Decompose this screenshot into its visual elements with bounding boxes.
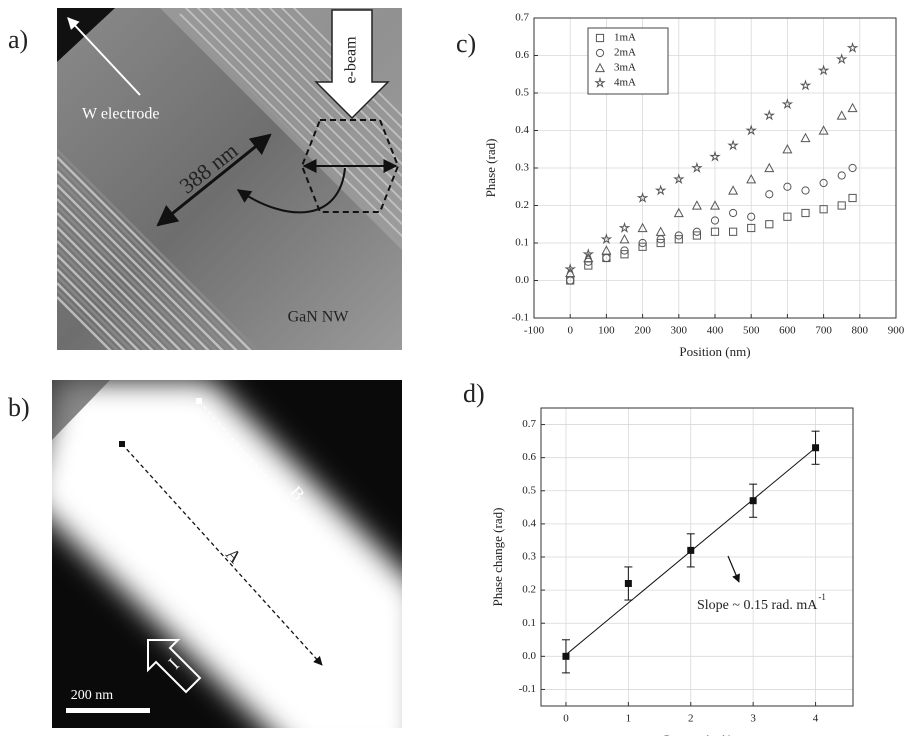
y-tick-label: 0.2 (522, 584, 536, 596)
y-tick-label: -0.1 (512, 312, 529, 324)
y-axis-label: Phase change (rad) (490, 508, 505, 607)
x-tick-label: 0 (567, 325, 573, 337)
annotation: e-beam (343, 36, 360, 84)
x-axis-label: Current (mA) (661, 732, 732, 736)
data-point (730, 209, 737, 216)
x-tick-label: 600 (779, 325, 796, 337)
x-tick-label: 3 (750, 713, 756, 725)
data-point (838, 111, 846, 119)
y-tick-label: 0.0 (522, 650, 536, 662)
annotation-arrow (728, 556, 739, 582)
x-tick-label: 400 (707, 325, 724, 337)
x-tick-label: 0 (563, 713, 569, 725)
data-point (657, 186, 665, 194)
legend-label: 4mA (614, 77, 636, 89)
data-point (802, 187, 809, 194)
y-tick-label: 0.4 (515, 124, 529, 136)
data-point (838, 55, 846, 63)
y-tick-label: 0.0 (515, 274, 529, 286)
data-point (657, 228, 665, 236)
x-tick-label: 900 (888, 325, 904, 337)
panel-label: c) (456, 29, 476, 58)
y-tick-label: 0.1 (515, 237, 529, 249)
y-tick-label: 0.5 (522, 484, 536, 496)
y-tick-label: 0.7 (515, 12, 529, 24)
y-tick-label: 0.7 (522, 418, 536, 430)
data-point (848, 104, 856, 112)
x-tick-label: 700 (815, 325, 832, 337)
x-tick-label: 200 (634, 325, 651, 337)
data-point (812, 444, 819, 451)
y-tick-label: 0.5 (515, 87, 529, 99)
data-point (801, 81, 809, 89)
data-point (729, 186, 737, 194)
data-point (693, 164, 701, 172)
data-point (838, 172, 845, 179)
legend-label: 3mA (614, 62, 636, 74)
y-tick-label: 0.1 (522, 617, 536, 629)
annotation-superscript: -1 (818, 592, 826, 602)
legend-label: 2mA (614, 47, 636, 59)
x-tick-label: -100 (524, 325, 545, 337)
data-point (801, 134, 809, 142)
x-tick-label: 800 (852, 325, 869, 337)
data-point (849, 194, 856, 201)
data-point (848, 44, 856, 52)
annotation: W electrode (82, 106, 159, 123)
scale-bar (66, 708, 150, 713)
y-tick-label: 0.3 (515, 162, 529, 174)
scale-label: 200 nm (71, 688, 114, 703)
annotation: Slope ~ 0.15 rad. mA (697, 598, 818, 613)
panel-label: d) (463, 379, 485, 408)
x-tick-label: 100 (598, 325, 615, 337)
legend-label: 1mA (614, 32, 636, 44)
data-point (729, 141, 737, 149)
panel-label: a) (8, 25, 28, 54)
y-tick-label: 0.2 (515, 199, 529, 211)
x-tick-label: 2 (688, 713, 694, 725)
data-point (625, 580, 632, 587)
x-axis-label: Position (nm) (679, 344, 750, 359)
data-point (562, 653, 569, 660)
data-point (765, 111, 773, 119)
y-tick-label: -0.1 (519, 683, 536, 695)
annotation: GaN NW (288, 309, 350, 326)
data-point (766, 221, 773, 228)
y-tick-label: 0.4 (522, 517, 536, 529)
x-tick-label: 300 (671, 325, 688, 337)
data-point (620, 235, 628, 243)
page: a) W electrode e-beam 388 nm GaN NW b) B… (0, 0, 904, 736)
figure: a) W electrode e-beam 388 nm GaN NW b) B… (0, 0, 904, 736)
data-point (620, 224, 628, 232)
x-tick-label: 1 (626, 713, 632, 725)
x-tick-label: 4 (813, 713, 819, 725)
data-point (802, 209, 809, 216)
y-axis-label: Phase (rad) (483, 139, 498, 198)
y-tick-label: 0.3 (522, 551, 536, 563)
data-point (687, 547, 694, 554)
data-point (750, 497, 757, 504)
y-tick-label: 0.6 (522, 451, 536, 463)
y-tick-label: 0.6 (515, 49, 529, 61)
data-point (730, 228, 737, 235)
data-point (766, 191, 773, 198)
panel-label: b) (8, 393, 30, 422)
x-tick-label: 500 (743, 325, 760, 337)
